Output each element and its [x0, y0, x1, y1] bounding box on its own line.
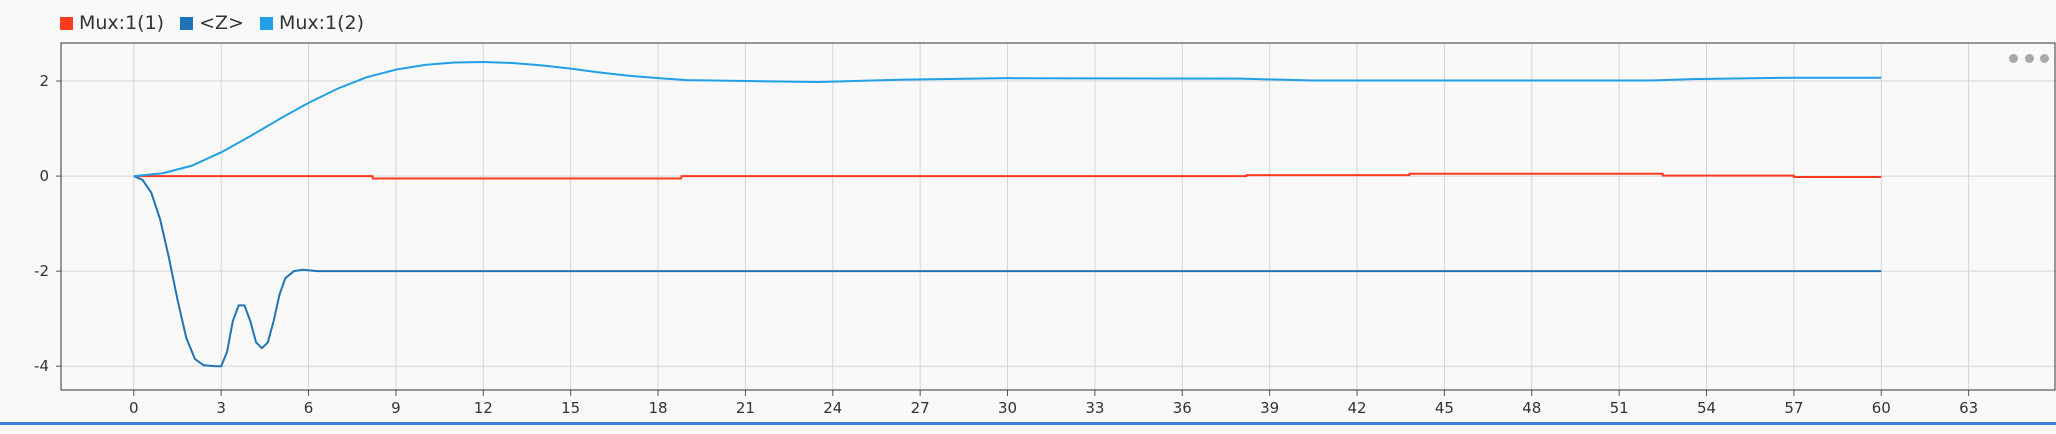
x-tick-label: 18 — [648, 399, 667, 417]
x-tick-label: 0 — [129, 399, 139, 417]
x-tick-label: 51 — [1610, 399, 1629, 417]
more-dot-icon — [2040, 53, 2049, 63]
x-tick-label: 48 — [1522, 399, 1541, 417]
x-tick-label: 63 — [1959, 399, 1978, 417]
y-tick-label: 0 — [39, 167, 49, 185]
y-tick-label: 2 — [39, 72, 49, 90]
legend-label-mux-1-1: Mux:1(1) — [79, 12, 165, 34]
x-tick-label: 33 — [1085, 399, 1104, 417]
legend-label-mux-1-2: Mux:1(2) — [278, 12, 365, 34]
legend-item-z[interactable]: <Z> — [180, 12, 244, 34]
grid-layer — [61, 43, 2056, 390]
x-tick-label: 45 — [1435, 399, 1454, 417]
x-tick-label: 12 — [474, 399, 493, 417]
series-line-mux-1-1[interactable] — [133, 172, 1882, 180]
y-tick-label: -2 — [34, 262, 49, 280]
x-tick-label: 39 — [1260, 399, 1279, 417]
legend-swatch-mux-1-2 — [259, 16, 273, 30]
legend-swatch-z — [180, 16, 194, 30]
series-line-z[interactable] — [133, 175, 1882, 368]
legend-item-mux-1-1[interactable]: Mux:1(1) — [60, 12, 164, 34]
x-tick-label: 57 — [1784, 399, 1803, 417]
series-line-mux-1-2[interactable] — [133, 61, 1882, 178]
x-tick-label: 54 — [1697, 399, 1716, 417]
x-tick-label: 6 — [304, 399, 314, 417]
x-tick-label: 21 — [736, 399, 755, 417]
x-tick-label: 36 — [1173, 399, 1192, 417]
x-tick-label: 30 — [998, 399, 1017, 417]
chart-legend: Mux:1(1) <Z> Mux:1(2) — [60, 10, 364, 36]
bottom-border-strip — [0, 422, 2056, 425]
more-options-button[interactable] — [2009, 52, 2049, 64]
more-dot-icon — [2024, 53, 2034, 63]
legend-label-z: <Z> — [199, 12, 244, 34]
y-tick-label: -4 — [34, 357, 49, 375]
more-dot-icon — [2009, 53, 2018, 63]
x-tick-label: 9 — [391, 399, 401, 417]
x-tick-label: 42 — [1347, 399, 1366, 417]
legend-swatch-mux-1-1 — [60, 16, 73, 30]
axis-layer: 0 3 6 9 12 15 18 21 24 27 30 33 36 39 42 45 48 51 54 57 60 63… — [34, 72, 1978, 417]
x-tick-label: 60 — [1872, 399, 1891, 417]
x-tick-label: 24 — [823, 399, 842, 417]
series-layer — [133, 61, 1882, 368]
plot-border — [60, 42, 2056, 391]
x-tick-label: 3 — [216, 399, 226, 417]
x-tick-label: 27 — [911, 399, 930, 417]
legend-item-mux-1-2[interactable]: Mux:1(2) — [259, 12, 365, 34]
x-tick-label: 15 — [561, 399, 580, 417]
